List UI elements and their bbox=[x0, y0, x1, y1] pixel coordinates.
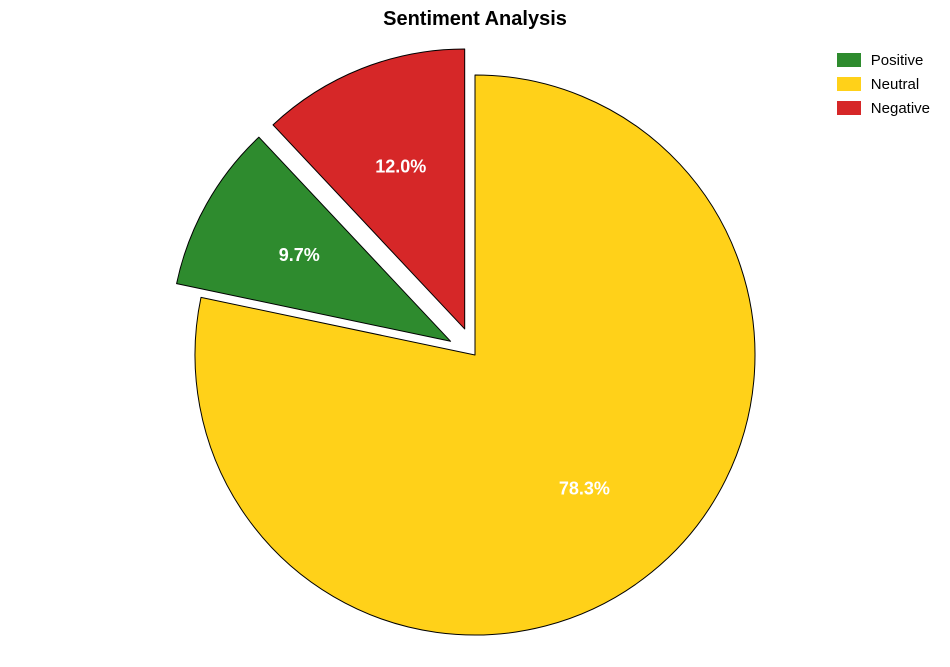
legend-item-neutral: Neutral bbox=[837, 72, 930, 96]
legend-label: Neutral bbox=[871, 76, 919, 93]
legend-swatch-neutral bbox=[837, 77, 861, 91]
pie-svg: 78.3% 9.7% 12.0% bbox=[0, 0, 950, 662]
legend-label: Negative bbox=[871, 100, 930, 117]
slice-label-positive: 9.7% bbox=[279, 245, 320, 265]
sentiment-pie-chart: Sentiment Analysis 78.3% 9.7% 12.0% Positi… bbox=[0, 0, 950, 662]
legend-swatch-negative bbox=[837, 101, 861, 115]
legend-item-positive: Positive bbox=[837, 48, 930, 72]
slice-label-neutral: 78.3% bbox=[559, 479, 610, 499]
chart-title: Sentiment Analysis bbox=[0, 8, 950, 31]
slice-label-negative: 12.0% bbox=[375, 156, 426, 176]
legend-swatch-positive bbox=[837, 53, 861, 67]
legend-label: Positive bbox=[871, 52, 924, 69]
legend: Positive Neutral Negative bbox=[837, 48, 930, 120]
legend-item-negative: Negative bbox=[837, 96, 930, 120]
